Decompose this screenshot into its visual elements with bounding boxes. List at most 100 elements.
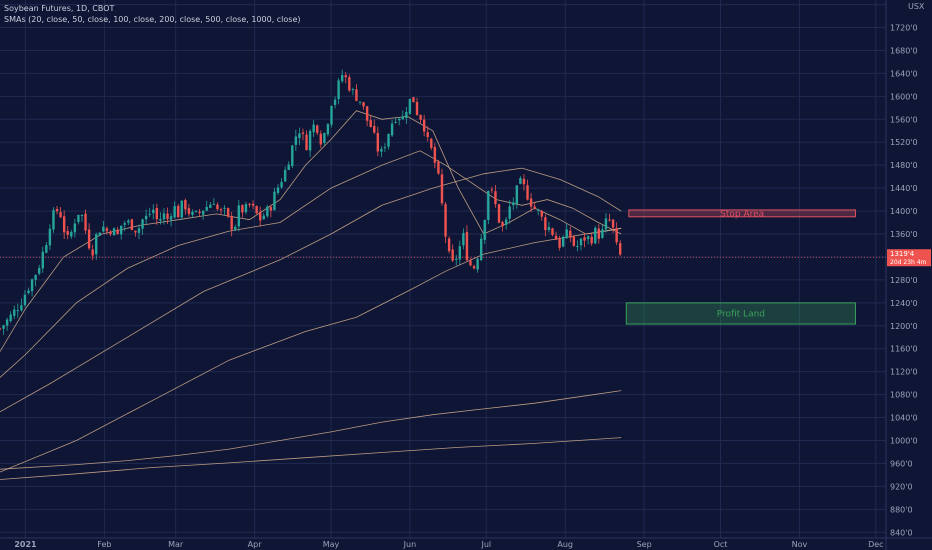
price-tick-label: 1560'0 xyxy=(890,115,918,124)
price-tick-label: 1680'0 xyxy=(890,46,918,55)
candle xyxy=(184,198,187,215)
candle xyxy=(490,186,494,194)
candle xyxy=(87,223,91,251)
candle xyxy=(537,208,540,216)
candle-body xyxy=(173,206,176,218)
candle xyxy=(462,228,465,250)
candle-body xyxy=(408,98,412,114)
candle xyxy=(504,217,508,230)
candle-body xyxy=(319,133,322,145)
candle-body xyxy=(572,236,576,246)
candle xyxy=(0,327,2,331)
candle-body xyxy=(148,213,151,215)
candle-body xyxy=(547,227,551,231)
candle xyxy=(144,209,148,225)
candle-body xyxy=(205,206,208,211)
candle-body xyxy=(487,190,490,220)
symbol-title[interactable]: Soybean Futures, 1D, CBOT xyxy=(4,4,115,13)
candle xyxy=(319,130,322,149)
candle xyxy=(583,232,586,248)
candle-body xyxy=(308,130,312,151)
candle-body xyxy=(180,200,183,218)
candle-body xyxy=(283,169,287,182)
price-tick-label: 1480'0 xyxy=(890,161,918,170)
candle-body xyxy=(87,229,91,249)
date-tick-label: Nov xyxy=(792,540,808,549)
candle xyxy=(544,214,547,237)
zone-box xyxy=(625,302,856,325)
candle xyxy=(9,311,12,323)
candle-body xyxy=(529,198,533,207)
candle-body xyxy=(380,148,383,152)
date-tick-label: Oct xyxy=(714,540,728,549)
candle-body xyxy=(184,200,187,210)
candle-body xyxy=(219,209,223,211)
date-tick-label: 2021 xyxy=(14,540,37,549)
candle-body xyxy=(316,125,319,133)
candle xyxy=(316,124,319,136)
candle-body xyxy=(48,228,52,246)
candle xyxy=(383,143,387,152)
sma-100-line xyxy=(0,167,622,413)
candle-body xyxy=(13,309,16,316)
candle-body xyxy=(80,214,84,216)
candle-body xyxy=(551,228,554,235)
candle-body xyxy=(27,290,30,294)
candle-body xyxy=(540,211,543,217)
candle-body xyxy=(223,207,226,209)
indicator-label[interactable]: SMAs (20, close, 50, close, 100, close, … xyxy=(4,15,301,24)
price-tick-label: 1360'0 xyxy=(890,230,918,239)
candle-body xyxy=(112,228,116,236)
candle xyxy=(501,220,504,232)
candle-body xyxy=(430,138,433,148)
candle xyxy=(369,114,372,128)
candle xyxy=(98,232,102,236)
price-tag-countdown: 20d 23h 4m xyxy=(890,259,927,266)
candle-body xyxy=(59,212,62,218)
candle xyxy=(134,230,137,237)
candle-body xyxy=(187,208,191,214)
price-tag-box xyxy=(887,249,931,267)
candle-body xyxy=(241,205,244,213)
date-tick-label: Mar xyxy=(168,540,184,549)
candle xyxy=(444,202,447,244)
candle xyxy=(141,218,144,235)
candle-body xyxy=(169,216,173,220)
candle xyxy=(173,201,176,219)
candle xyxy=(572,235,576,248)
candle xyxy=(294,129,298,151)
candle-body xyxy=(244,204,248,213)
candle xyxy=(508,200,511,224)
candle xyxy=(326,123,330,137)
candle-body xyxy=(619,243,622,255)
candle xyxy=(333,96,337,109)
candle xyxy=(340,69,344,84)
candle-body xyxy=(258,211,262,221)
candle-body xyxy=(597,228,601,239)
candle-body xyxy=(494,191,497,205)
candle-body xyxy=(348,77,351,91)
price-tag-value: 1319'4 xyxy=(890,250,915,258)
candle-body xyxy=(134,230,137,233)
candle xyxy=(604,212,608,233)
candle xyxy=(408,98,412,115)
candle-body xyxy=(62,216,66,233)
candle xyxy=(102,220,105,233)
candle xyxy=(159,212,162,225)
candle xyxy=(569,226,572,243)
candle-body xyxy=(465,232,469,261)
candle xyxy=(348,74,351,93)
candle xyxy=(494,184,497,208)
candle-body xyxy=(255,206,258,214)
sma-500-line xyxy=(0,390,622,470)
candle xyxy=(433,143,437,169)
date-tick-label: Sep xyxy=(637,540,652,549)
candle-body xyxy=(373,125,376,133)
candle-body xyxy=(98,232,102,236)
candle xyxy=(223,205,226,216)
candle xyxy=(565,223,568,239)
price-tick-label: 1040'0 xyxy=(890,414,918,423)
candle xyxy=(280,177,283,189)
